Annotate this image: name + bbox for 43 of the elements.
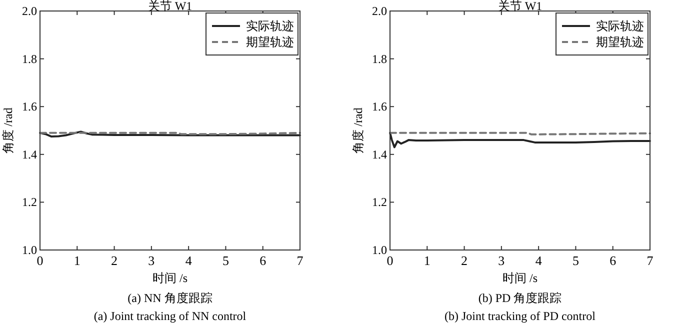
x-tick-label: 3 xyxy=(498,253,505,268)
text: (a) NN 角度跟踪 xyxy=(128,291,212,305)
x-tick-label: 1 xyxy=(74,253,80,268)
y-axis-title: 角度 /rad xyxy=(1,108,15,154)
x-tick-label: 6 xyxy=(610,253,617,268)
y-tick-label: 1.8 xyxy=(372,52,387,66)
x-tick-label: 7 xyxy=(646,253,654,268)
y-tick-label: 1.4 xyxy=(22,147,37,162)
chart-title: 关节 W1 xyxy=(498,0,542,13)
chart-title: 关节 W1 xyxy=(148,0,192,13)
text: (b) PD 角度跟踪 xyxy=(478,291,562,305)
y-tick-label: 1.6 xyxy=(22,100,37,114)
x-tick-label: 0 xyxy=(386,253,394,268)
x-tick-label: 5 xyxy=(572,253,579,268)
x-tick-label: 1 xyxy=(424,253,430,268)
y-tick-label: 2.0 xyxy=(372,4,387,18)
x-tick-label: 7 xyxy=(296,253,304,268)
text: (b) Joint tracking of PD control xyxy=(444,309,596,323)
x-tick-label: 5 xyxy=(222,253,229,268)
x-axis-title: 时间 /s xyxy=(152,271,188,285)
y-axis-title: 角度 /rad xyxy=(351,108,365,154)
y-tick-label: 1.0 xyxy=(372,243,387,257)
x-axis-title: 时间 /s xyxy=(502,271,538,285)
x-tick-label: 4 xyxy=(535,253,542,268)
legend-label: 期望轨迹 xyxy=(596,35,644,49)
x-tick-label: 6 xyxy=(260,253,267,268)
legend-label: 期望轨迹 xyxy=(246,35,294,49)
y-tick-label: 1.8 xyxy=(22,52,37,66)
y-tick-label: 1.0 xyxy=(22,243,37,257)
y-tick-label: 1.2 xyxy=(372,195,387,210)
line-series xyxy=(389,132,651,148)
legend-label: 实际轨迹 xyxy=(246,19,294,33)
x-tick-label: 3 xyxy=(148,253,155,268)
y-tick-label: 1.2 xyxy=(22,195,37,210)
x-tick-label: 0 xyxy=(36,253,44,268)
legend-label: 实际轨迹 xyxy=(596,19,644,33)
x-tick-label: 2 xyxy=(461,253,468,268)
y-tick-label: 1.6 xyxy=(372,100,387,114)
text: (a) Joint tracking of NN control xyxy=(94,309,247,323)
y-tick-label: 1.4 xyxy=(372,147,387,162)
x-tick-label: 2 xyxy=(111,253,118,268)
x-tick-label: 4 xyxy=(185,253,192,268)
y-tick-label: 2.0 xyxy=(22,4,37,18)
